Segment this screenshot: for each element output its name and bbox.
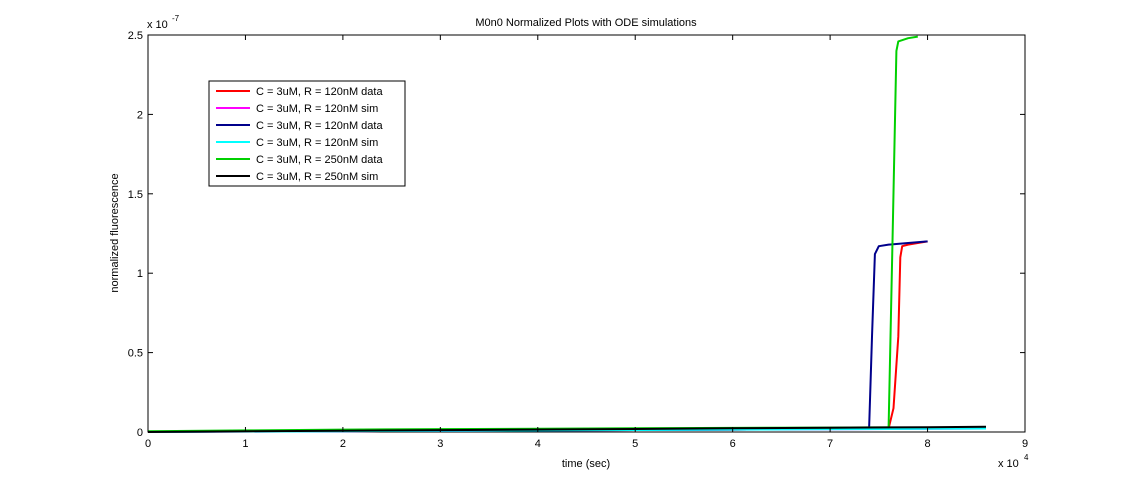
x-tick-label: 2	[340, 438, 346, 450]
x-axis: 0 1 2 3 4 5 6 7 8 9	[145, 35, 1028, 450]
legend-label: C = 3uM, R = 120nM sim	[256, 137, 378, 149]
y-multiplier: x 10 -7	[147, 14, 180, 31]
x-tick-label: 7	[827, 438, 833, 450]
legend-label: C = 3uM, R = 250nM sim	[256, 171, 378, 183]
x-tick-label: 3	[437, 438, 443, 450]
x-tick-label: 5	[632, 438, 638, 450]
x-tick-label: 8	[924, 438, 930, 450]
legend-label: C = 3uM, R = 120nM data	[256, 120, 383, 132]
x-tick-label: 0	[145, 438, 151, 450]
y-tick-label: 2	[137, 109, 143, 121]
legend-box	[208, 80, 406, 187]
x-tick-label: 1	[242, 438, 248, 450]
y-axis: 0 0.5 1 1.5 2 2.5	[128, 30, 1025, 439]
y-tick-label: 1	[137, 268, 143, 280]
x-tick-label: 6	[730, 438, 736, 450]
x-multiplier: x 10 4	[998, 453, 1029, 470]
chart-title: M0n0 Normalized Plots with ODE simulatio…	[475, 17, 697, 29]
legend-label: C = 3uM, R = 120nM sim	[256, 103, 378, 115]
x-multiplier-text: x 10	[998, 458, 1019, 470]
y-multiplier-exponent: -7	[172, 14, 180, 23]
y-multiplier-text: x 10	[147, 19, 168, 31]
legend-label: C = 3uM, R = 120nM data	[256, 86, 383, 98]
y-tick-label: 2.5	[128, 30, 143, 42]
y-tick-label: 1.5	[128, 189, 143, 201]
y-tick-label: 0.5	[128, 348, 143, 360]
y-tick-label: 0	[137, 427, 143, 439]
y-axis-label: normalized fluorescence	[109, 173, 121, 292]
x-multiplier-exponent: 4	[1024, 453, 1029, 462]
x-tick-label: 9	[1022, 438, 1028, 450]
x-axis-label: time (sec)	[562, 458, 610, 470]
x-tick-label: 4	[535, 438, 541, 450]
legend-label: C = 3uM, R = 250nM data	[256, 154, 383, 166]
legend: C = 3uM, R = 120nM data C = 3uM, R = 120n…	[208, 80, 406, 187]
